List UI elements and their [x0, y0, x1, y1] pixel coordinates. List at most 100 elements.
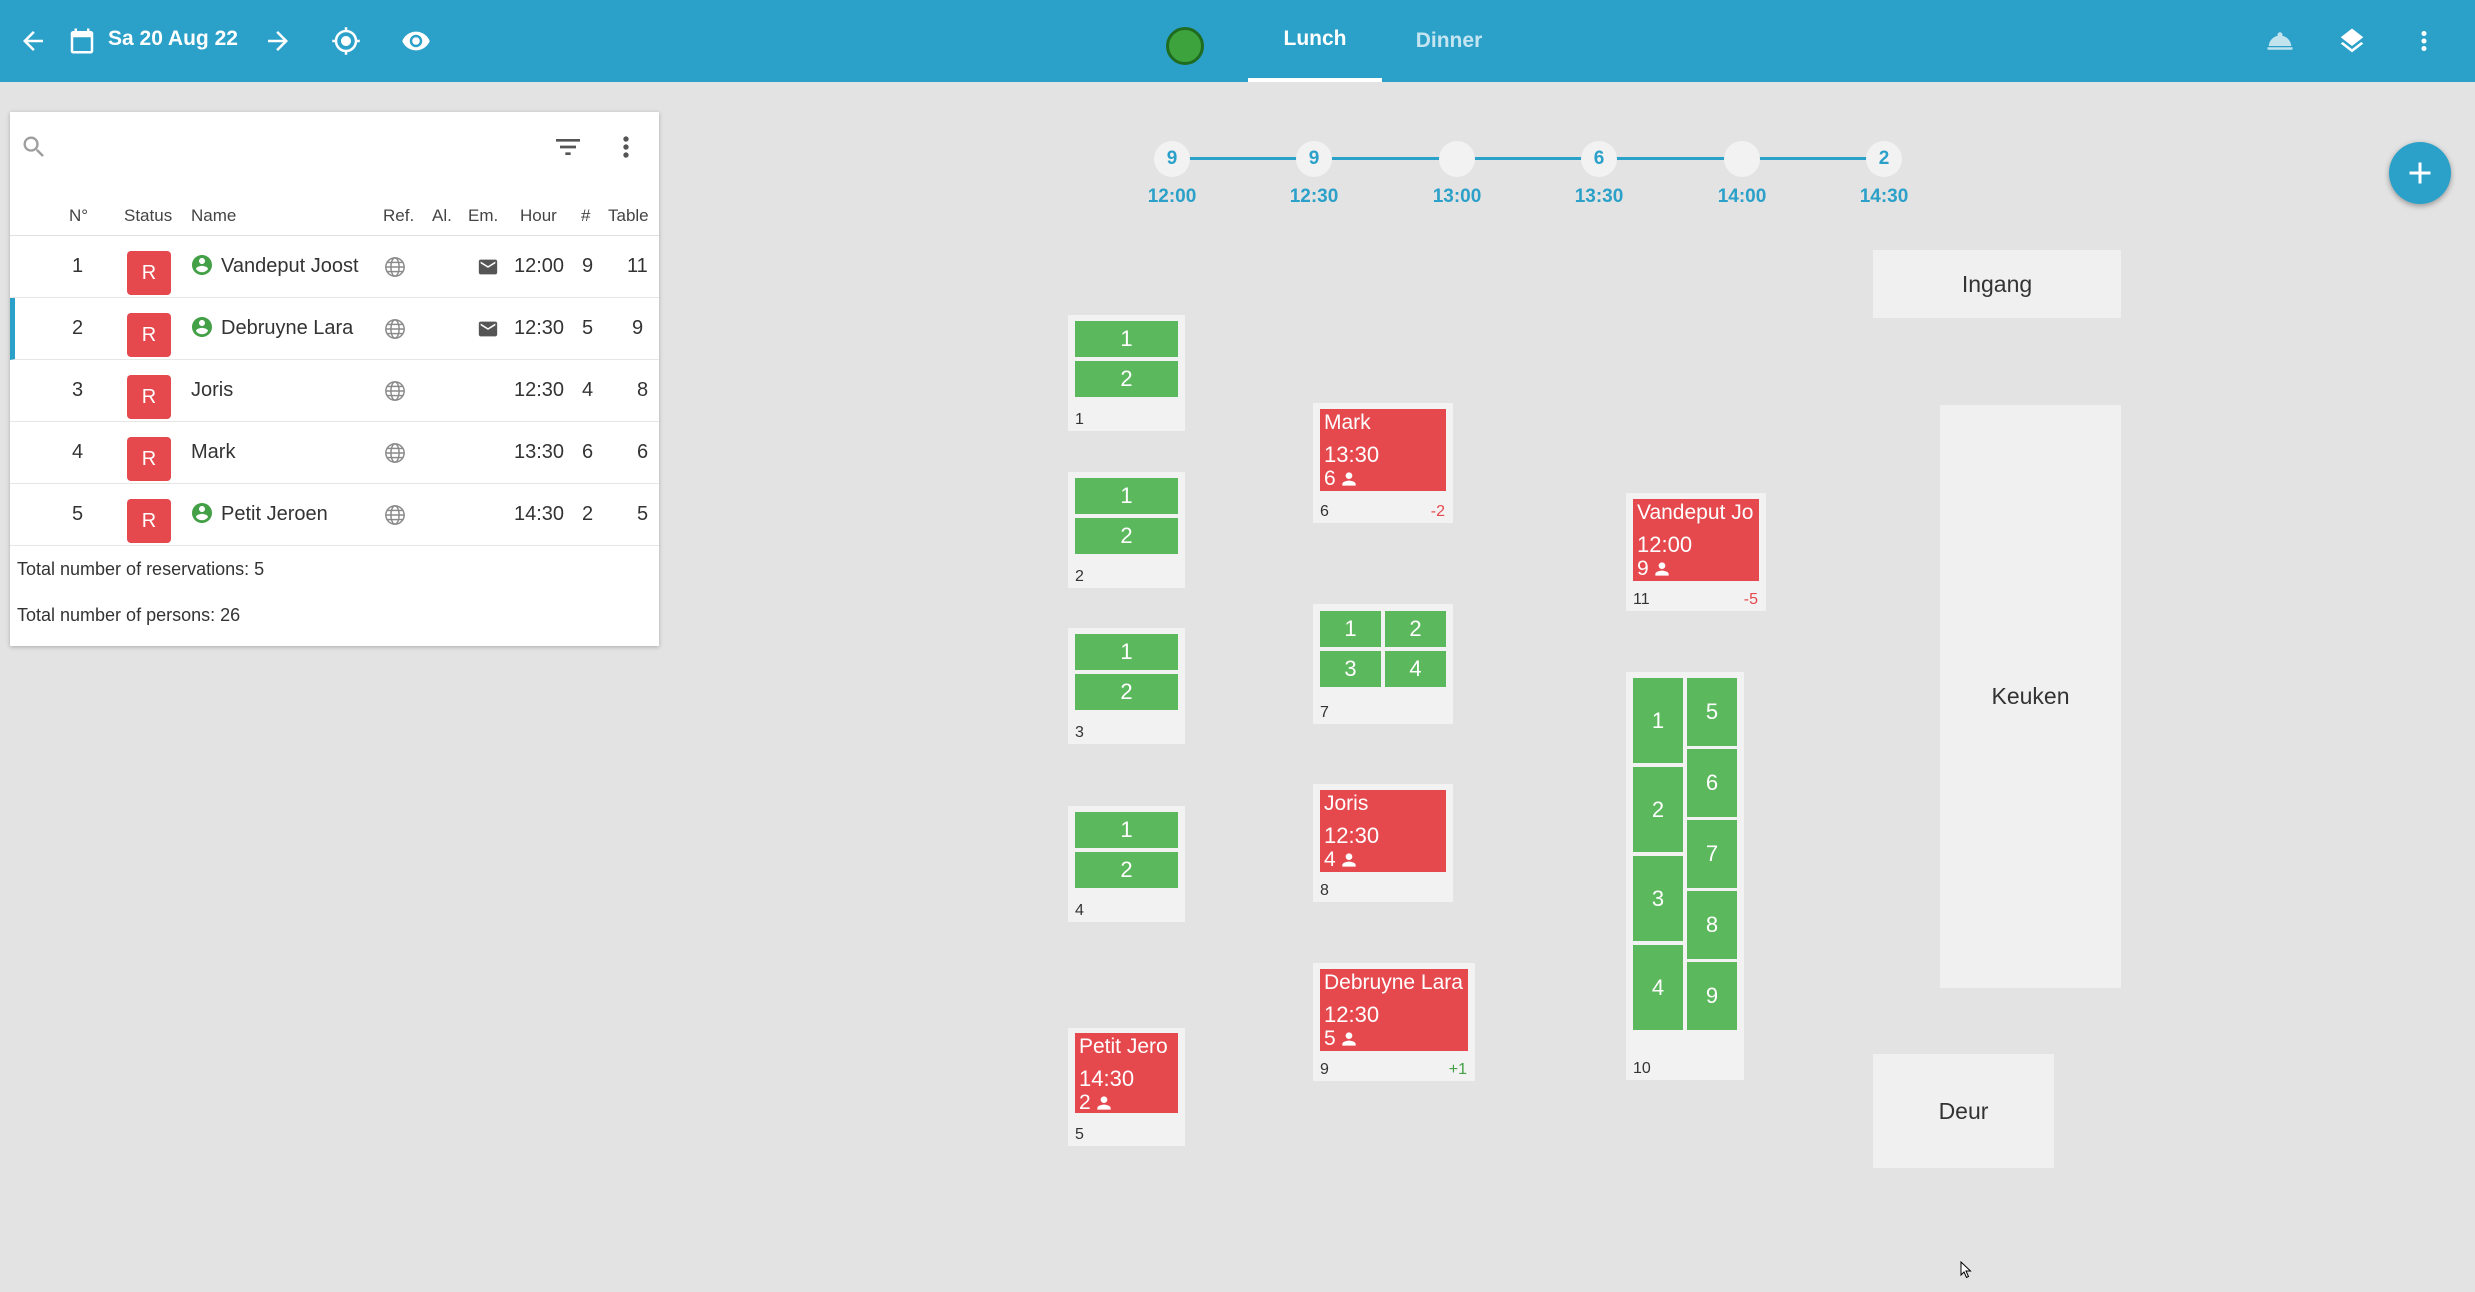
reservation-persons: 9 — [1637, 557, 1672, 581]
add-reservation-button[interactable] — [2389, 142, 2451, 204]
tab-lunch[interactable]: Lunch — [1248, 0, 1382, 82]
floor-table-3[interactable]: 1 2 3 — [1068, 628, 1185, 744]
table-row[interactable]: 1 R Vandeput Joost 12:00 9 11 — [10, 236, 659, 298]
reservation-time: 12:30 — [1324, 823, 1380, 848]
calendar-icon[interactable] — [62, 21, 102, 61]
seat[interactable]: 2 — [1075, 674, 1178, 710]
persons-count: 2 — [1079, 1091, 1091, 1113]
seat[interactable]: 4 — [1633, 945, 1683, 1030]
seat[interactable]: 1 — [1075, 478, 1178, 514]
col-count[interactable]: # — [581, 206, 591, 225]
area-keuken: Keuken — [1940, 405, 2121, 988]
seat[interactable]: 9 — [1687, 962, 1737, 1030]
list-more-vert-icon[interactable] — [610, 131, 642, 163]
col-status[interactable]: Status — [124, 206, 173, 225]
table-row[interactable]: 3 R Joris 12:30 4 8 — [10, 360, 659, 422]
date-label[interactable]: Sa 20 Aug 22 — [108, 27, 238, 50]
layers-icon[interactable] — [2332, 21, 2372, 61]
seat[interactable]: 2 — [1633, 767, 1683, 852]
seat[interactable]: 1 — [1075, 321, 1178, 357]
top-toolbar: Sa 20 Aug 22 Lunch Dinner — [0, 0, 2475, 82]
search-input[interactable] — [58, 130, 538, 164]
col-hour[interactable]: Hour — [520, 206, 557, 225]
reservation-card[interactable]: Petit Jero 14:30 2 — [1075, 1033, 1178, 1113]
reservation-persons: 6 — [1324, 467, 1359, 491]
reservation-time: 12:30 — [1324, 1002, 1380, 1027]
seat[interactable]: 3 — [1320, 651, 1381, 687]
floor-table-2[interactable]: 1 2 2 — [1068, 472, 1185, 588]
col-em[interactable]: Em. — [468, 206, 499, 225]
seat[interactable]: 2 — [1385, 611, 1446, 647]
timeline-node[interactable]: 6 — [1581, 141, 1617, 177]
seat[interactable]: 2 — [1075, 361, 1178, 397]
total-persons: Total number of persons: 26 — [17, 605, 241, 625]
eye-icon[interactable] — [396, 21, 436, 61]
locate-icon[interactable] — [326, 21, 366, 61]
seat[interactable]: 2 — [1075, 518, 1178, 554]
floor-table-11[interactable]: Vandeput Jo 12:00 9 11 -5 — [1626, 493, 1766, 611]
floor-table-4[interactable]: 1 2 4 — [1068, 806, 1185, 922]
person-icon — [1342, 472, 1356, 486]
seat[interactable]: 5 — [1687, 678, 1737, 746]
account-icon — [192, 503, 212, 523]
timeline-time[interactable]: 13:00 — [1432, 186, 1482, 207]
more-vert-icon[interactable] — [2404, 21, 2444, 61]
seat[interactable]: 1 — [1320, 611, 1381, 647]
seat[interactable]: 1 — [1633, 678, 1683, 763]
table-row[interactable]: 5 R Petit Jeroen 14:30 2 5 — [10, 484, 659, 546]
floor-table-7[interactable]: 1 2 3 4 7 — [1313, 604, 1453, 724]
reservation-card[interactable]: Vandeput Jo 12:00 9 — [1633, 499, 1759, 581]
seat[interactable]: 1 — [1075, 812, 1178, 848]
forward-arrow-icon[interactable] — [258, 21, 298, 61]
row-nr: 2 — [72, 317, 84, 339]
tab-dinner[interactable]: Dinner — [1415, 29, 1483, 52]
floor-table-10[interactable]: 1 2 3 4 5 6 7 8 9 10 — [1626, 672, 1744, 1080]
reservation-time: 14:30 — [1079, 1066, 1135, 1091]
globe-icon — [385, 443, 405, 463]
person-icon — [1655, 562, 1669, 576]
col-nr[interactable]: N° — [69, 206, 89, 225]
table-number: 2 — [1075, 568, 1084, 585]
seat[interactable]: 7 — [1687, 820, 1737, 888]
table-number: 5 — [1075, 1126, 1084, 1143]
row-hour: 12:30 — [514, 379, 565, 401]
reservation-card[interactable]: Mark 13:30 6 — [1320, 409, 1446, 491]
table-number: 11 — [1633, 591, 1650, 608]
seat[interactable]: 4 — [1385, 651, 1446, 687]
timeline-node[interactable]: 9 — [1296, 141, 1332, 177]
filter-icon[interactable] — [552, 131, 584, 163]
seat[interactable]: 6 — [1687, 749, 1737, 817]
timeline-node[interactable]: 2 — [1866, 141, 1902, 177]
floor-table-1[interactable]: 1 2 1 — [1068, 315, 1185, 431]
col-table[interactable]: Table — [608, 206, 649, 225]
timeline-time[interactable]: 14:30 — [1859, 186, 1909, 207]
floor-table-6[interactable]: Mark 13:30 6 6 -2 — [1313, 403, 1453, 523]
seat[interactable]: 2 — [1075, 852, 1178, 888]
table-row[interactable]: 2 R Debruyne Lara 12:30 5 9 — [10, 298, 659, 360]
timeline-node[interactable] — [1724, 141, 1760, 177]
col-al[interactable]: Al. — [432, 206, 452, 225]
table-row[interactable]: 4 R Mark 13:30 6 6 — [10, 422, 659, 484]
seat[interactable]: 3 — [1633, 856, 1683, 941]
seat[interactable]: 8 — [1687, 891, 1737, 959]
account-icon — [192, 317, 212, 337]
timeline-time[interactable]: 14:00 — [1717, 186, 1767, 207]
seat[interactable]: 1 — [1075, 634, 1178, 670]
back-arrow-icon[interactable] — [13, 21, 53, 61]
email-icon — [478, 259, 498, 275]
floor-table-9[interactable]: Debruyne Lara 12:30 5 9 +1 — [1313, 963, 1475, 1081]
floor-table-5[interactable]: Petit Jero 14:30 2 5 — [1068, 1028, 1185, 1146]
timeline-time[interactable]: 12:00 — [1147, 186, 1197, 207]
timeline-node[interactable]: 9 — [1154, 141, 1190, 177]
timeline-time[interactable]: 12:30 — [1289, 186, 1339, 207]
timeline-node[interactable] — [1439, 141, 1475, 177]
col-ref[interactable]: Ref. — [383, 206, 415, 225]
col-name[interactable]: Name — [191, 206, 237, 225]
room-service-icon[interactable] — [2260, 21, 2300, 61]
reservation-card[interactable]: Joris 12:30 4 — [1320, 790, 1446, 872]
floor-table-8[interactable]: Joris 12:30 4 8 — [1313, 784, 1453, 902]
reservation-card[interactable]: Debruyne Lara 12:30 5 — [1320, 969, 1468, 1051]
timeline-time[interactable]: 13:30 — [1574, 186, 1624, 207]
row-nr: 4 — [72, 441, 84, 463]
table-number: 1 — [1075, 411, 1084, 428]
